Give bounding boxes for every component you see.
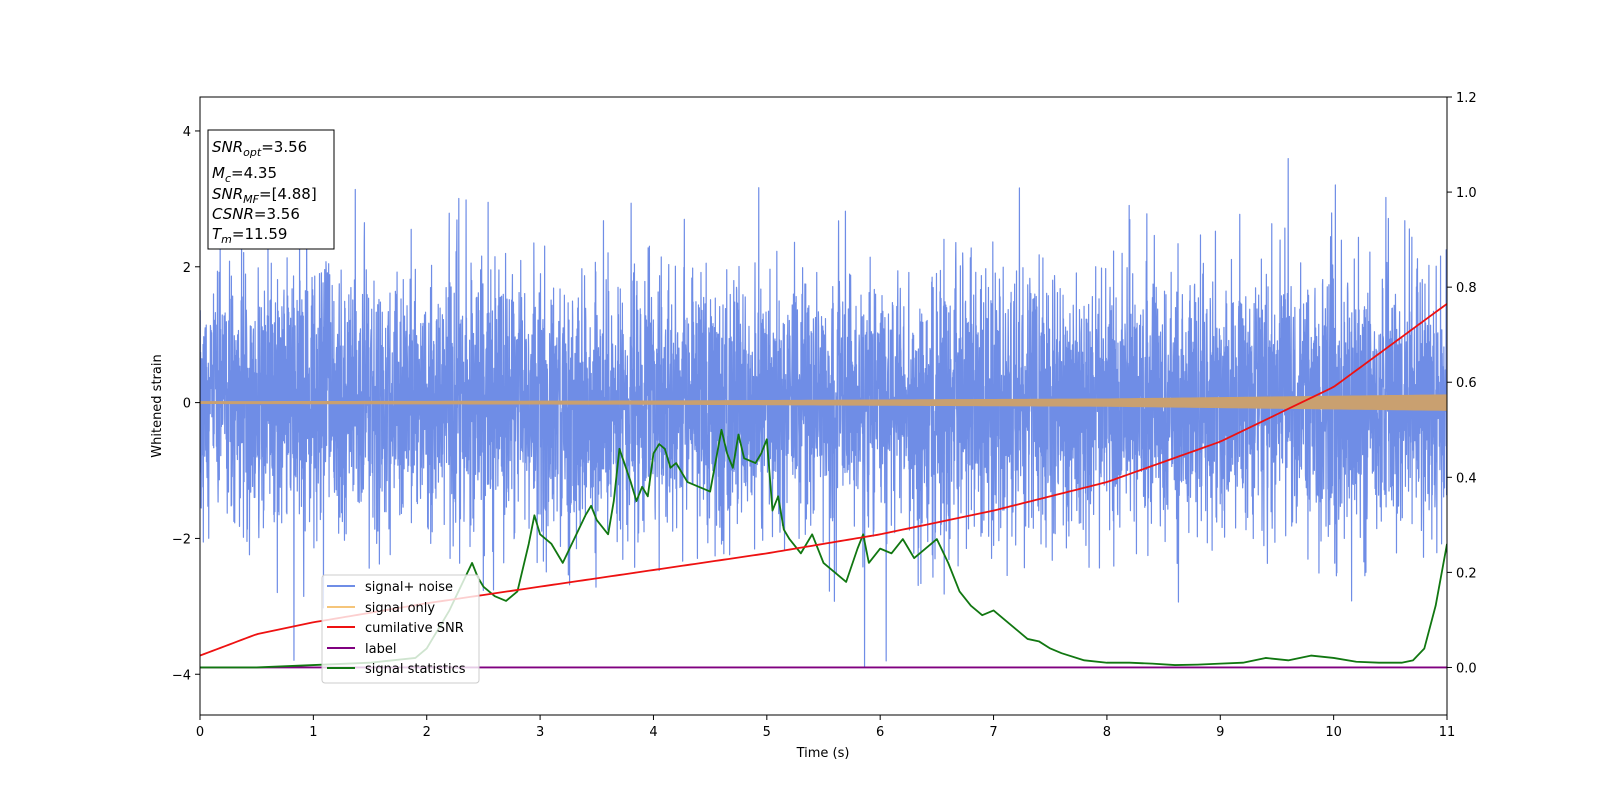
legend-label: signal only: [365, 601, 435, 616]
legend: signal+ noise signal only cumilative SNR…: [321, 574, 480, 684]
legend-label: signal+ noise: [365, 580, 453, 595]
x-tick-label: 7: [989, 725, 997, 740]
y2-tick-label: 0.0: [1456, 661, 1477, 676]
legend-label: signal statistics: [365, 662, 466, 677]
legend-item-signal-only: signal only: [327, 601, 435, 616]
legend-item-cumulative-snr: cumilative SNR: [327, 621, 464, 636]
x-tick-label: 9: [1216, 725, 1224, 740]
legend-label: label: [365, 642, 396, 657]
x-tick-label: 1: [309, 725, 317, 740]
y-axis-right: 0.0 0.2 0.4 0.6 0.8 1.0 1.2: [1447, 91, 1477, 676]
y2-tick-label: 1.2: [1456, 91, 1477, 106]
snr-opt-text: SNRopt=3.56: [212, 138, 307, 159]
x-tick-label: 6: [876, 725, 884, 740]
y2-tick-label: 0.4: [1456, 471, 1477, 486]
x-tick-label: 8: [1103, 725, 1111, 740]
x-axis: 0 1 2 3 4 5 6 7 8 9 10 11: [196, 715, 1455, 740]
csnr-text: CSNR=3.56: [212, 205, 300, 223]
x-axis-label: Time (s): [796, 746, 850, 761]
y-axis-label: Whitened strain: [150, 354, 165, 457]
y2-tick-label: 0.8: [1456, 281, 1477, 296]
signal-only-band: [200, 394, 1447, 411]
info-box: SNRopt=3.56 Mc=4.35 SNRMF=[4.88] CSNR=3.…: [207, 129, 335, 250]
x-tick-label: 10: [1325, 725, 1342, 740]
legend-item-signal-statistics: signal statistics: [327, 662, 466, 677]
merger-time-text: Tm=11.59: [212, 225, 287, 246]
y2-tick-label: 0.6: [1456, 376, 1477, 391]
legend-frame: [321, 574, 480, 684]
x-tick-label: 4: [649, 725, 657, 740]
y-tick-label: 4: [183, 125, 191, 140]
y-tick-label: −2: [172, 532, 191, 547]
signal-noise-series: [200, 158, 1447, 668]
x-tick-label: 3: [536, 725, 544, 740]
legend-item-label: label: [327, 642, 396, 657]
plot-frame: [199, 96, 1448, 716]
y-tick-label: 2: [183, 261, 191, 276]
y2-tick-label: 1.0: [1456, 186, 1477, 201]
y-axis-left: −4 −2 0 2 4: [172, 125, 200, 683]
legend-item-signal-noise: signal+ noise: [327, 580, 453, 595]
signal-statistics-line: [200, 428, 1447, 669]
y-tick-label: −4: [172, 668, 191, 683]
signal-only-series: [200, 394, 1447, 411]
snr-mf-text: SNRMF=[4.88]: [212, 185, 317, 206]
x-tick-label: 0: [196, 725, 204, 740]
chirp-mass-text: Mc=4.35: [212, 164, 277, 185]
x-tick-label: 11: [1439, 725, 1456, 740]
x-tick-label: 2: [423, 725, 431, 740]
signal-noise-line: [200, 158, 1447, 668]
y2-tick-label: 0.2: [1456, 566, 1477, 581]
x-tick-label: 5: [763, 725, 771, 740]
y-tick-label: 0: [183, 397, 191, 412]
legend-label: cumilative SNR: [365, 621, 464, 636]
